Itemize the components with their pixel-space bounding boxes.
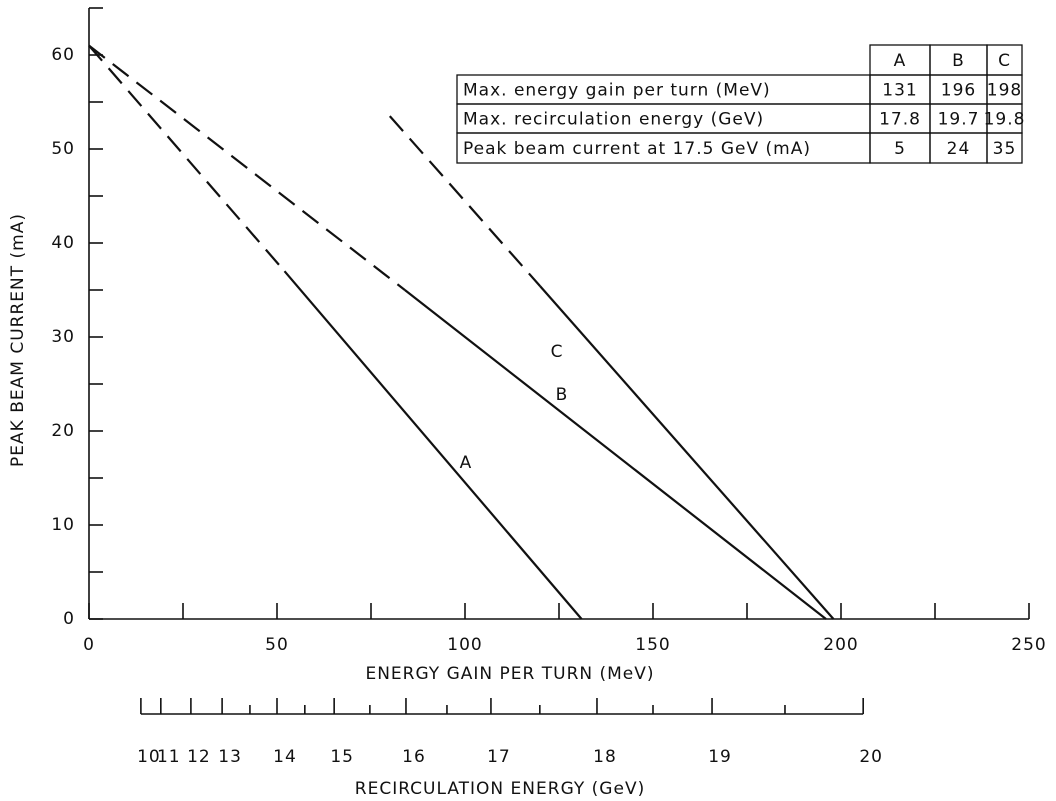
recirculation-tick-label: 16	[402, 747, 426, 767]
recirculation-tick-label: 14	[273, 747, 297, 767]
line-segment	[539, 285, 835, 620]
series-label: B	[556, 385, 569, 405]
x-tick-label: 50	[265, 635, 289, 655]
recirculation-tick-label: 19	[708, 747, 732, 767]
y-tick-label: 10	[51, 515, 75, 535]
table-row-label: Peak beam current at 17.5 GeV (mA)	[463, 139, 811, 159]
table-value: 196	[941, 81, 976, 101]
y-tick-label: 40	[51, 233, 75, 253]
table-value: 5	[894, 139, 906, 159]
table-value: 24	[947, 139, 971, 159]
line-segment	[404, 289, 827, 620]
table-value: 131	[882, 81, 917, 101]
table-row-label: Max. recirculation energy (GeV)	[463, 110, 764, 130]
x-axis-label: ENERGY GAIN PER TURN (MeV)	[365, 664, 654, 684]
table-value: 35	[993, 139, 1017, 159]
recirculation-tick-label: 11	[157, 747, 181, 767]
y-axis-label: PEAK BEAM CURRENT (mA)	[8, 213, 28, 467]
table-background	[457, 75, 1022, 163]
y-tick-label: 60	[51, 45, 75, 65]
line-segment	[388, 115, 542, 287]
table-value: 198	[987, 81, 1022, 101]
y-tick-label: 20	[51, 421, 75, 441]
x-tick-label: 100	[447, 635, 482, 655]
table-value: 17.8	[879, 110, 921, 130]
line-segment	[88, 44, 406, 291]
line-segment	[88, 44, 286, 272]
x-tick-label: 250	[1011, 635, 1046, 655]
table-background	[870, 45, 1022, 75]
recirculation-tick-label: 13	[218, 747, 242, 767]
x-tick-label: 200	[823, 635, 858, 655]
table-header: B	[952, 51, 965, 71]
recirculation-tick-label: 18	[593, 747, 617, 767]
recirculation-tick-label: 10	[137, 747, 161, 767]
x-tick-label: 0	[83, 635, 95, 655]
y-tick-label: 0	[63, 609, 75, 629]
table-cell	[986, 132, 1023, 164]
recirculation-axis-label: RECIRCULATION ENERGY (GeV)	[355, 779, 645, 799]
table-header: A	[894, 51, 907, 71]
series-label: C	[551, 342, 564, 362]
x-tick-label: 150	[635, 635, 670, 655]
recirculation-tick-label: 15	[330, 747, 354, 767]
table-value: 19.7	[938, 110, 980, 130]
y-tick-label: 30	[51, 327, 75, 347]
recirculation-tick-label: 20	[859, 747, 883, 767]
table-header: C	[998, 51, 1011, 71]
line-segment	[283, 270, 583, 620]
y-tick-label: 50	[51, 139, 75, 159]
table-row-label: Max. energy gain per turn (MeV)	[463, 81, 771, 101]
recirculation-tick-label: 17	[487, 747, 511, 767]
table-value: 19.8	[984, 110, 1026, 130]
recirculation-tick-label: 12	[187, 747, 211, 767]
series-label: A	[460, 453, 473, 473]
